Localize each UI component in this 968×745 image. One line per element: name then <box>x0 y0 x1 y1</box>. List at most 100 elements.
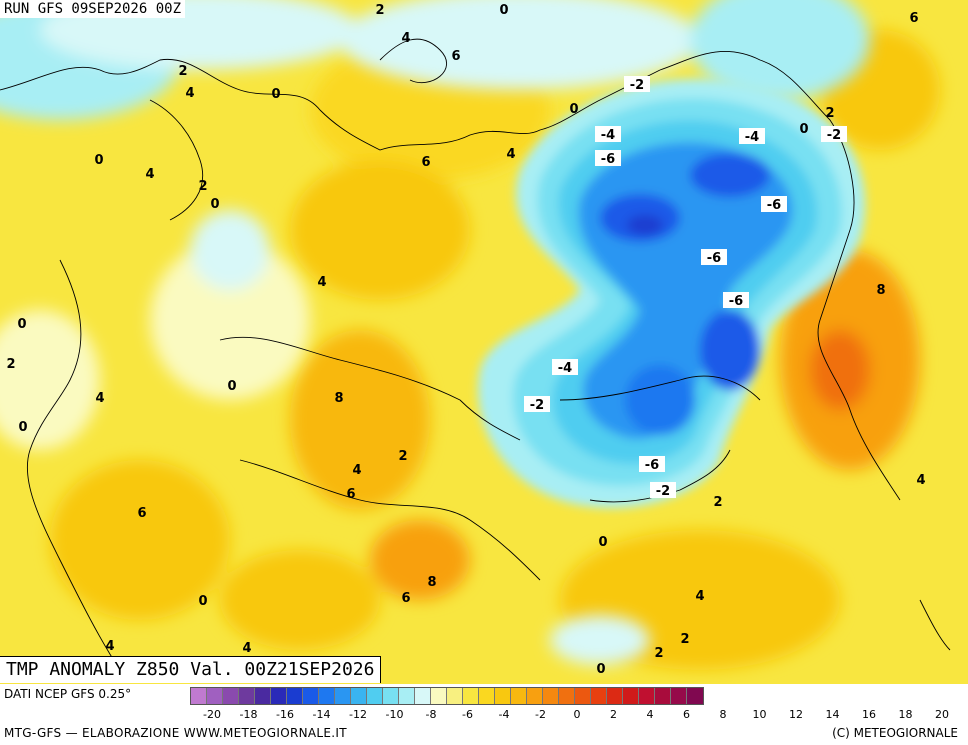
contour-label: 4 <box>242 641 251 656</box>
contour-label: 2 <box>680 632 689 647</box>
color-swatch <box>447 688 463 704</box>
color-swatch <box>655 688 671 704</box>
contour-label: 4 <box>916 473 925 488</box>
contour-label: 0 <box>598 535 607 550</box>
scale-tick-label: -12 <box>349 708 367 721</box>
scale-tick-label: 0 <box>573 708 581 721</box>
scale-tick-label: 14 <box>825 708 840 721</box>
scale-tick-label: -6 <box>462 708 473 721</box>
scale-tick-label: 8 <box>719 708 727 721</box>
color-scale-bar <box>190 687 704 705</box>
contour-label: 0 <box>17 317 26 332</box>
color-swatch <box>207 688 223 704</box>
scale-tick-label: -4 <box>498 708 510 721</box>
contour-label: 4 <box>401 31 410 46</box>
anomaly-map: 2 0 6 4 6 2 4 0 0 4 2 0 6 4 0 -2 -4 - <box>0 0 968 684</box>
color-swatch <box>559 688 575 704</box>
contour-label: -6 <box>645 458 659 473</box>
color-swatch <box>415 688 431 704</box>
contour-label: 0 <box>271 87 280 102</box>
contour-label: 2 <box>398 449 407 464</box>
color-swatch <box>623 688 639 704</box>
color-swatch <box>511 688 527 704</box>
contour-label: 0 <box>198 594 207 609</box>
color-swatch <box>543 688 559 704</box>
contour-label: -2 <box>630 78 644 93</box>
run-label: RUN GFS 09SEP2026 00Z <box>0 0 186 18</box>
contour-label: -2 <box>827 128 841 143</box>
contour-label: 4 <box>95 391 104 406</box>
color-swatch <box>639 688 655 704</box>
color-swatch <box>335 688 351 704</box>
credit-right: (C) METEOGIORNALE <box>832 726 958 740</box>
color-swatch <box>287 688 303 704</box>
color-swatch <box>431 688 447 704</box>
color-swatch <box>319 688 335 704</box>
contour-label: 2 <box>198 179 207 194</box>
contour-label: 2 <box>178 64 187 79</box>
color-swatch <box>271 688 287 704</box>
scale-tick-label: 6 <box>683 708 690 721</box>
scale-tick-label: -18 <box>239 708 258 721</box>
coastlines <box>0 38 951 671</box>
credit-left: MTG-GFS — ELABORAZIONE WWW.METEOGIORNALE… <box>4 726 347 740</box>
color-swatch <box>399 688 415 704</box>
color-scale-ticks: -20 -18 -16 -14 -12 -10 -8 -6 -4 -2 0 2 4 6 8 10 12 14 16 1… <box>190 708 968 722</box>
contour-label: 4 <box>506 147 515 162</box>
data-source-label: DATI NCEP GFS 0.25° <box>4 687 132 701</box>
contour-label: 0 <box>227 379 236 394</box>
color-swatch <box>255 688 271 704</box>
contour-label: -6 <box>767 198 781 213</box>
contour-label: 2 <box>654 646 663 661</box>
color-swatch <box>239 688 255 704</box>
contour-label: -2 <box>656 484 670 499</box>
contour-label: -6 <box>729 294 743 309</box>
scale-tick-label: 12 <box>789 708 803 721</box>
contour-label: 4 <box>695 589 704 604</box>
color-swatch <box>367 688 383 704</box>
contour-label: 2 <box>713 495 722 510</box>
contour-label: 6 <box>346 487 355 502</box>
legend-panel: DATI NCEP GFS 0.25° -20 -18 -16 -14 -12 -10 -8… <box>0 684 968 745</box>
contour-label: 2 <box>825 106 834 121</box>
contour-label: 2 <box>6 357 15 372</box>
contour-label: 4 <box>185 86 194 101</box>
contour-label: 6 <box>451 49 460 64</box>
color-swatch <box>463 688 479 704</box>
color-swatch <box>671 688 687 704</box>
color-swatch <box>575 688 591 704</box>
color-swatch <box>191 688 207 704</box>
scale-tick-label: 18 <box>898 708 913 721</box>
scale-tick-label: -2 <box>535 708 546 721</box>
scale-tick-label: 10 <box>752 708 767 721</box>
scale-tick-label: 20 <box>935 708 949 721</box>
scale-tick-label: -20 <box>203 708 221 721</box>
contour-label: -6 <box>707 251 721 266</box>
contour-label: 6 <box>401 591 410 606</box>
scale-tick-label: -16 <box>276 708 294 721</box>
contour-label: 0 <box>596 662 605 677</box>
contour-labels: 2 0 6 4 6 2 4 0 0 4 2 0 6 4 0 -2 -4 - <box>6 3 925 677</box>
pale-patches <box>0 0 870 665</box>
contour-label: -4 <box>745 130 759 145</box>
cold-anomaly <box>478 78 866 508</box>
contour-label: 0 <box>499 3 508 18</box>
map-title: TMP ANOMALY Z850 Val. 00Z21SEP2026 <box>0 656 382 683</box>
contour-label: 6 <box>909 11 918 26</box>
map-canvas: 2 0 6 4 6 2 4 0 0 4 2 0 6 4 0 -2 -4 - <box>0 0 968 684</box>
scale-tick-label: 4 <box>646 708 654 721</box>
contour-label: 8 <box>334 391 343 406</box>
contour-label: 4 <box>317 275 326 290</box>
color-swatch <box>591 688 607 704</box>
color-swatch <box>495 688 511 704</box>
contour-label: -4 <box>601 128 615 143</box>
scale-tick-label: -14 <box>312 708 331 721</box>
color-swatch <box>687 688 703 704</box>
contour-label: -4 <box>558 361 572 376</box>
contour-label: 8 <box>427 575 436 590</box>
contour-label: 0 <box>18 420 27 435</box>
scale-tick-label: -10 <box>385 708 404 721</box>
contour-label: 2 <box>375 3 384 18</box>
color-swatch <box>303 688 319 704</box>
